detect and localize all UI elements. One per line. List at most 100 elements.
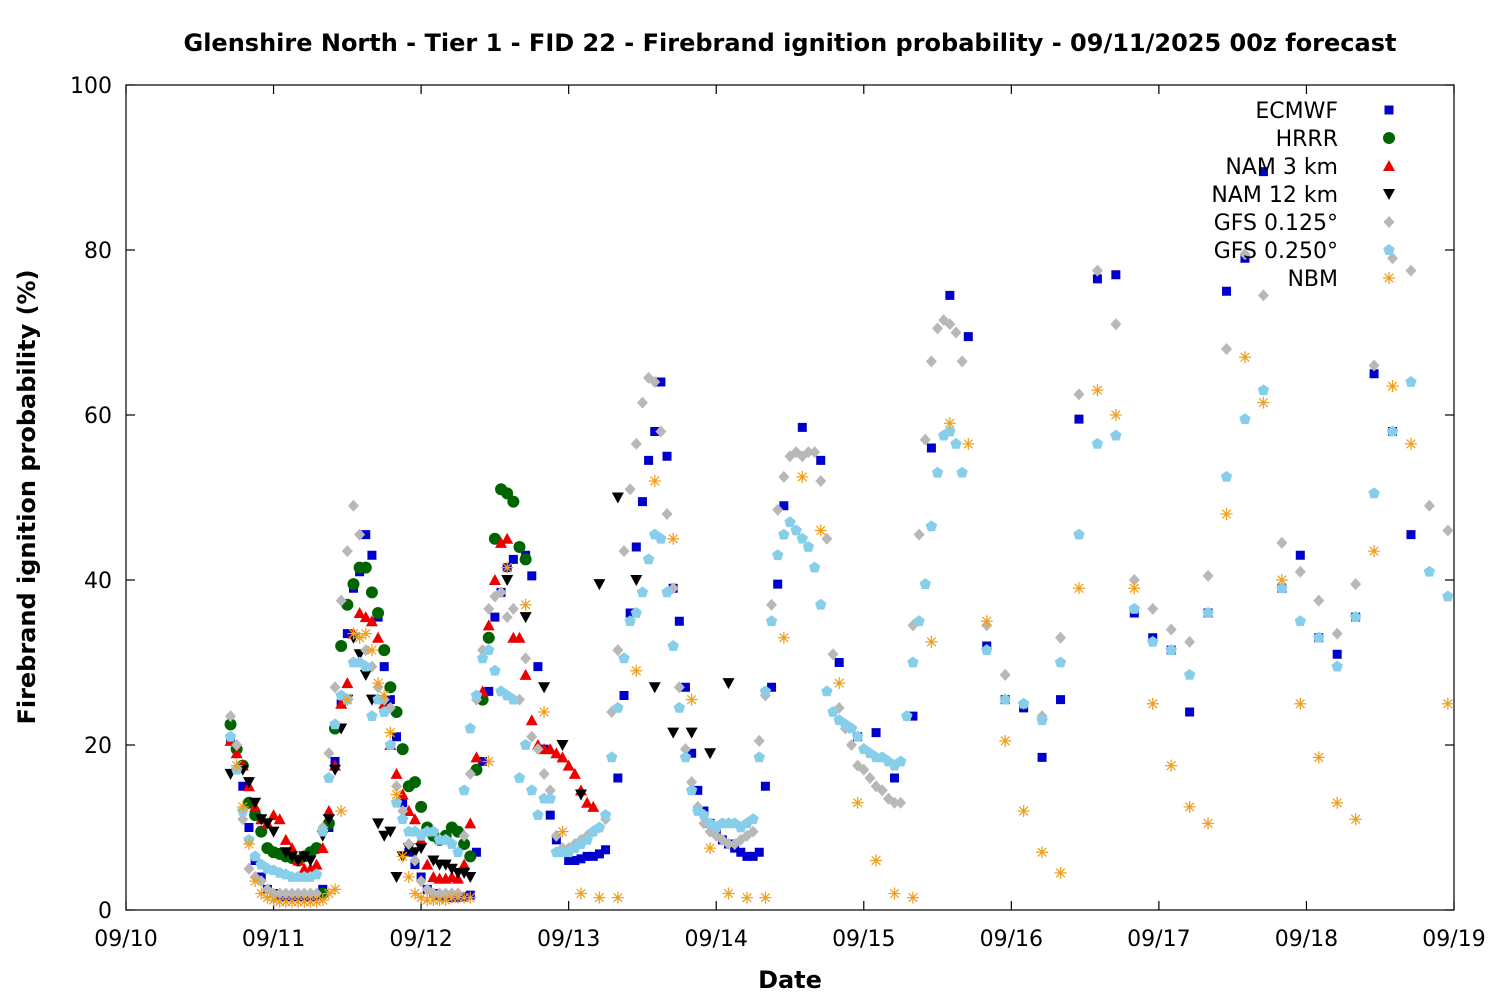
point-gfs-0-125 [1221,343,1233,355]
point-gfs-0-250 [759,685,772,697]
point-gfs-0-125 [827,648,839,661]
point-nbm [1146,697,1159,710]
point-nbm [1331,796,1344,809]
point-gfs-0-125 [932,322,944,335]
point-nam-12-km [704,748,717,760]
point-gfs-0-250 [519,739,532,750]
point-gfs-0-250 [907,656,919,668]
point-gfs-0-250 [642,553,655,565]
point-gfs-0-125 [225,710,237,723]
point-gfs-0-125 [673,681,685,694]
point-nbm [304,895,317,908]
point-nbm [249,875,262,888]
point-nbm [833,677,846,690]
point-gfs-0-250 [919,578,931,589]
point-gfs-0-250 [815,598,827,610]
point-hrrr [507,495,520,508]
point-gfs-0-250 [821,685,833,697]
point-ecmwf [564,856,574,865]
point-nam-12-km [648,682,661,694]
point-gfs-0-250 [894,755,907,767]
point-gfs-0-125 [778,470,790,483]
point-nbm [685,693,698,706]
y-tick-label: 40 [84,569,112,594]
point-nam-12-km [593,579,606,591]
point-gfs-0-250 [636,586,649,598]
point-nbm [415,891,428,904]
point-ecmwf [613,773,623,783]
point-gfs-0-250 [513,772,526,783]
point-nbm [704,842,717,855]
legend-label-nbm: NBM [1287,267,1338,292]
point-ecmwf [1369,369,1379,379]
point-nam-3-km [273,813,286,825]
point-ecmwf [588,851,598,861]
point-gfs-0-250 [950,437,962,449]
point-gfs-0-125 [753,734,765,747]
series-gfs-0-125 [225,248,1454,900]
point-gfs-0-250 [427,825,440,837]
point-gfs-0-125 [415,875,427,888]
point-nam-3-km [581,796,594,808]
x-axis-label: Date [758,966,822,994]
point-gfs-0-125 [1313,594,1325,607]
point-hrrr [224,718,237,731]
point-gfs-0-250 [808,561,821,573]
point-nbm [335,805,348,817]
legend-label-nam-3-km: NAM 3 km [1225,155,1338,180]
point-ecmwf [945,290,955,300]
point-ecmwf [533,662,543,672]
point-nbm [390,788,403,801]
point-gfs-0-125 [550,829,562,842]
point-nam-12-km [261,818,274,830]
point-gfs-0-250 [827,706,839,717]
point-nbm [611,891,624,904]
point-nam-3-km [322,805,335,816]
point-gfs-0-250 [1239,413,1251,424]
point-nam-12-km [384,826,397,838]
y-tick-label: 60 [84,404,112,429]
point-gfs-0-125 [507,602,519,615]
x-tick-label: 09/10 [94,927,157,952]
point-ecmwf [834,658,844,667]
point-nam-3-km [335,697,348,709]
point-ecmwf [601,845,611,855]
point-gfs-0-250 [489,664,501,676]
point-gfs-0-125 [772,503,784,516]
point-nbm [667,532,680,545]
point-ecmwf [508,554,518,564]
point-nbm [962,437,975,450]
point-nam-3-km [470,751,483,763]
point-nbm [1294,697,1307,710]
point-nam-3-km [458,858,471,870]
point-ecmwf [656,377,666,387]
point-hrrr [408,776,421,789]
point-ecmwf [1332,649,1342,659]
point-nam-3-km [587,800,600,812]
legend-marker-gfs-0-250 [1383,244,1395,255]
point-ecmwf [767,682,777,692]
point-ecmwf [779,501,789,511]
point-nam-3-km [568,767,581,779]
point-nam-12-km [445,863,458,875]
point-gfs-0-250 [384,739,397,750]
point-gfs-0-250 [999,693,1011,705]
point-nam-12-km [255,814,268,826]
point-gfs-0-125 [624,483,636,496]
point-nam-12-km [292,855,305,867]
point-gfs-0-250 [1073,528,1085,540]
point-gfs-0-250 [366,710,378,721]
point-nbm [538,706,551,718]
point-gfs-0-125 [858,763,870,776]
point-gfs-0-250 [851,730,864,742]
point-ecmwf [890,773,900,783]
point-nbm [1368,545,1381,558]
point-gfs-0-125 [686,776,698,789]
point-gfs-0-125 [286,887,298,900]
point-nbm [1257,396,1270,409]
point-gfs-0-125 [532,743,544,756]
point-nbm [1036,846,1049,859]
point-nbm [1312,751,1325,764]
point-nbm [359,627,372,640]
point-nbm [925,635,938,648]
